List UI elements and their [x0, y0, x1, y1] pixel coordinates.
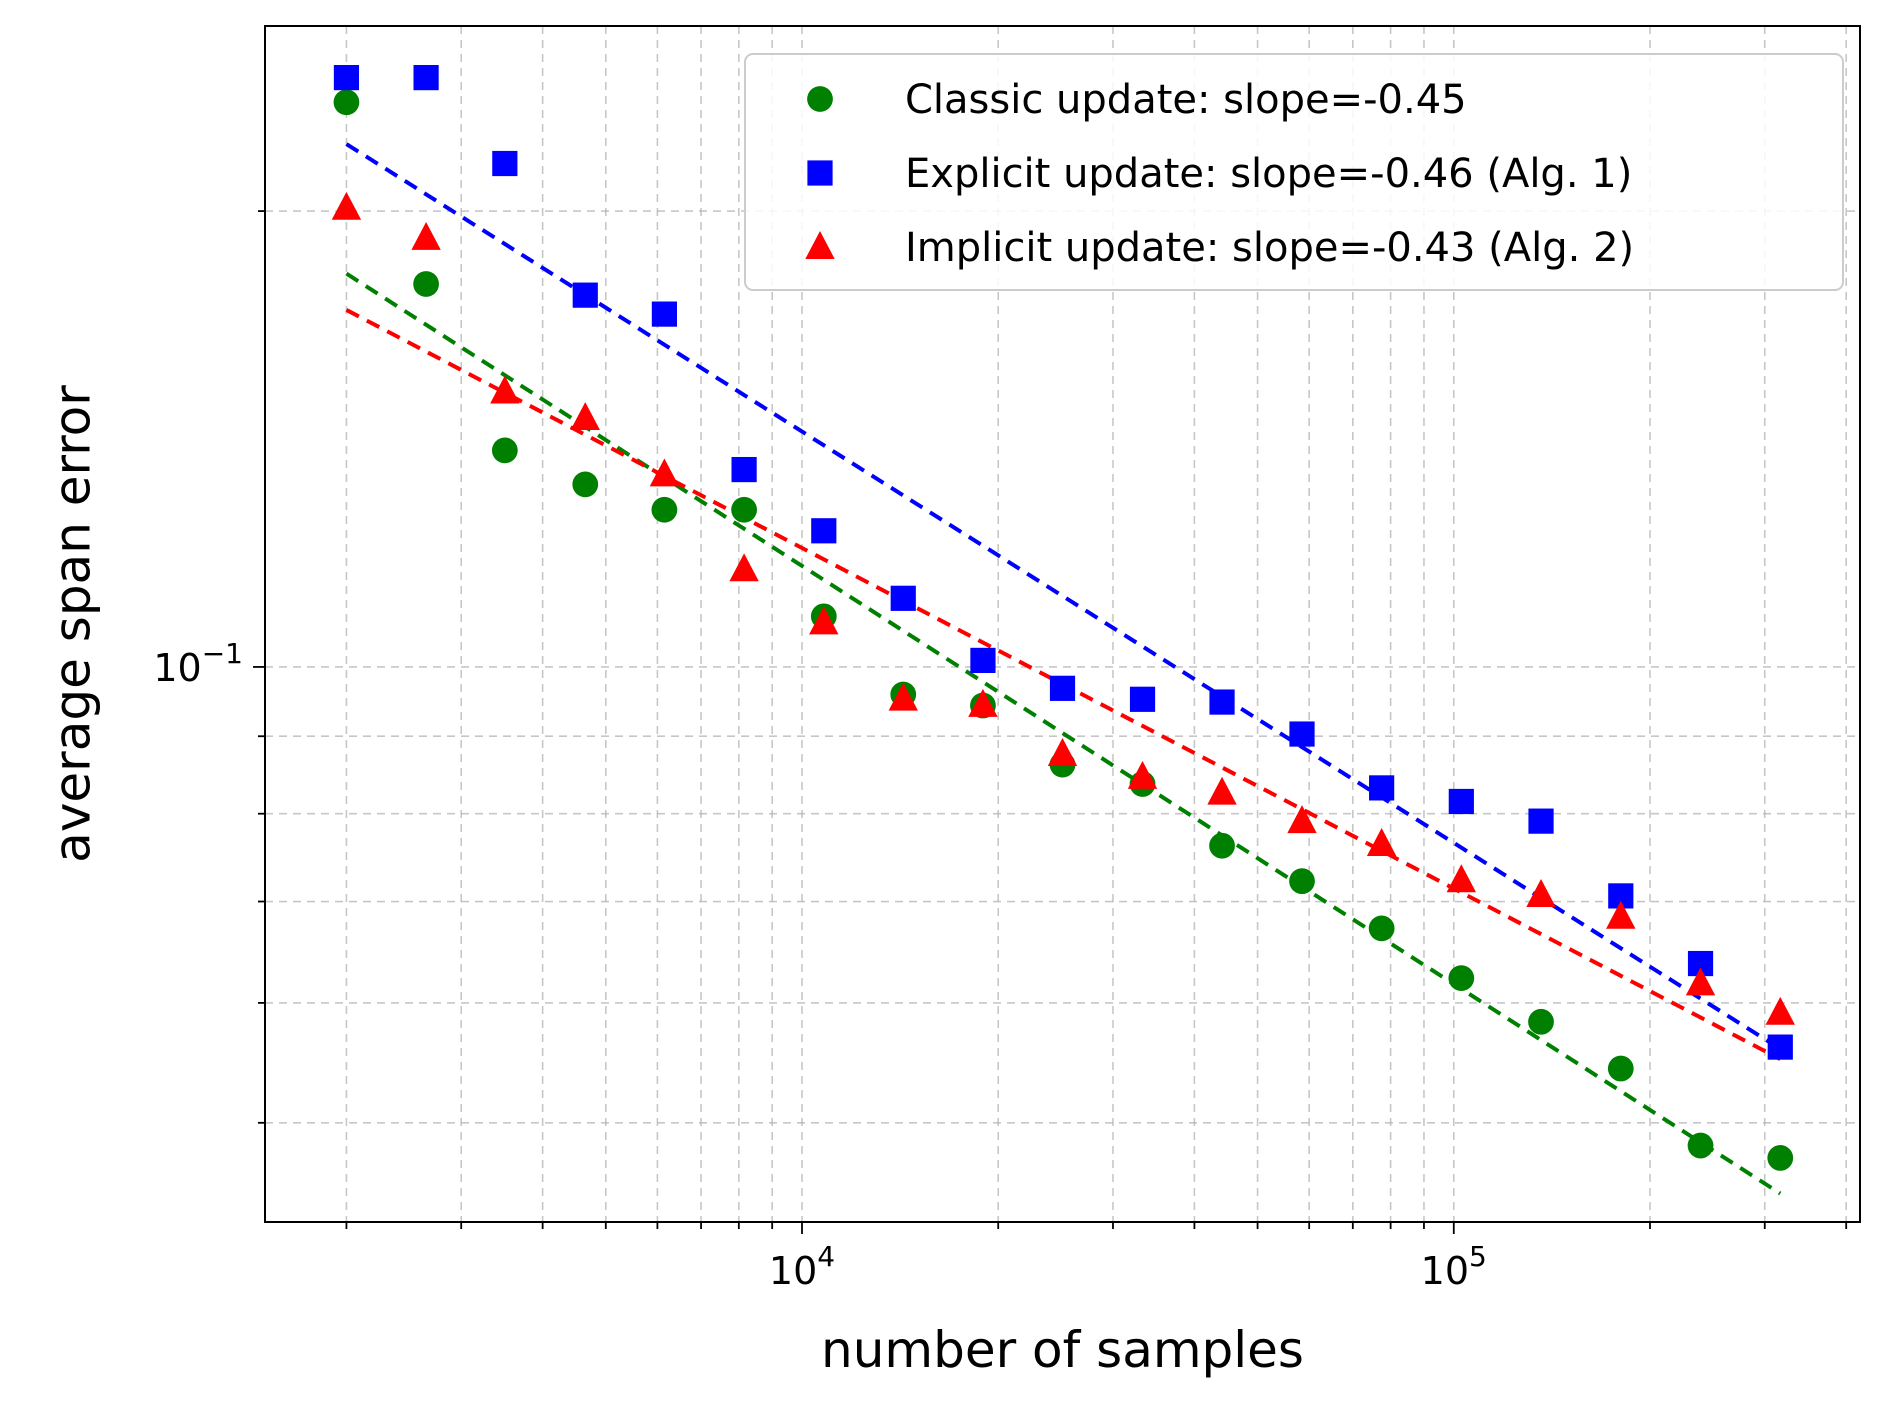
- data-point-triangle: [729, 553, 759, 582]
- data-point-triangle: [809, 606, 839, 635]
- x-tick-label: 104: [769, 1240, 835, 1293]
- data-point-square: [731, 456, 757, 483]
- data-point-circle: [572, 471, 599, 498]
- data-point-triangle: [1606, 900, 1636, 929]
- x-tick-label: 105: [1421, 1240, 1487, 1293]
- data-point-triangle: [1526, 879, 1556, 907]
- data-point-square: [1289, 721, 1315, 747]
- legend-label: Explicit update: slope=-0.46 (Alg. 1): [905, 151, 1632, 197]
- axis-ticks: 104 105 10−1: [153, 210, 1848, 1293]
- data-point-circle: [651, 496, 678, 523]
- y-tick-label: 10−1: [153, 637, 243, 690]
- data-point-triangle: [649, 458, 680, 487]
- data-point-square: [890, 585, 916, 611]
- legend-marker: [807, 160, 833, 186]
- data-point-square: [1528, 808, 1554, 834]
- legend-label: Classic update: slope=-0.45: [905, 77, 1467, 123]
- data-point-square: [333, 65, 360, 91]
- data-point-triangle: [1287, 805, 1317, 834]
- data-point-triangle: [1366, 828, 1397, 856]
- data-point-triangle: [570, 402, 600, 431]
- data-point-triangle: [331, 191, 362, 220]
- data-point-circle: [491, 437, 518, 464]
- data-point-triangle: [490, 375, 520, 404]
- data-point-circle: [1687, 1132, 1714, 1159]
- legend-marker: [807, 86, 833, 112]
- data-point-triangle: [888, 682, 918, 711]
- data-point-circle: [1528, 1008, 1554, 1035]
- y-axis-label: average span error: [44, 385, 102, 863]
- data-point-square: [1448, 788, 1474, 815]
- data-point-circle: [1448, 965, 1475, 992]
- legend-label: Implicit update: slope=-0.43 (Alg. 2): [905, 225, 1634, 271]
- data-point-square: [1049, 675, 1076, 701]
- data-point-square: [1369, 775, 1395, 801]
- data-point-circle: [333, 89, 360, 116]
- data-point-square: [970, 647, 996, 673]
- data-point-triangle: [1047, 738, 1078, 766]
- x-axis-label: number of samples: [821, 1321, 1304, 1379]
- data-point-triangle: [1207, 776, 1237, 805]
- legend: Classic update: slope=-0.45 Explicit upda…: [744, 53, 1844, 291]
- data-point-square: [1129, 686, 1156, 712]
- data-point-triangle: [1685, 967, 1716, 996]
- data-point-triangle: [968, 688, 998, 717]
- data-point-triangle: [1446, 864, 1477, 893]
- data-point-circle: [1607, 1055, 1634, 1082]
- data-point-square: [651, 301, 677, 327]
- data-point-square: [413, 65, 439, 91]
- data-point-circle: [1368, 915, 1395, 942]
- data-point-circle: [1767, 1145, 1794, 1171]
- data-point-square: [1767, 1034, 1793, 1060]
- data-point-triangle: [411, 221, 441, 250]
- data-point-circle: [731, 496, 757, 523]
- legend-marker: [805, 231, 835, 259]
- data-point-square: [492, 150, 518, 177]
- data-markers: [331, 65, 1795, 1171]
- data-point-square: [1209, 689, 1235, 715]
- plot-frame: [264, 25, 1861, 1223]
- data-point-square: [811, 518, 837, 544]
- data-point-triangle: [1127, 760, 1158, 789]
- data-point-circle: [1289, 868, 1315, 895]
- data-point-circle: [413, 271, 439, 297]
- legend-box: [744, 53, 1844, 291]
- data-point-square: [572, 282, 598, 308]
- data-point-triangle: [1765, 996, 1795, 1025]
- data-point-circle: [1209, 832, 1235, 859]
